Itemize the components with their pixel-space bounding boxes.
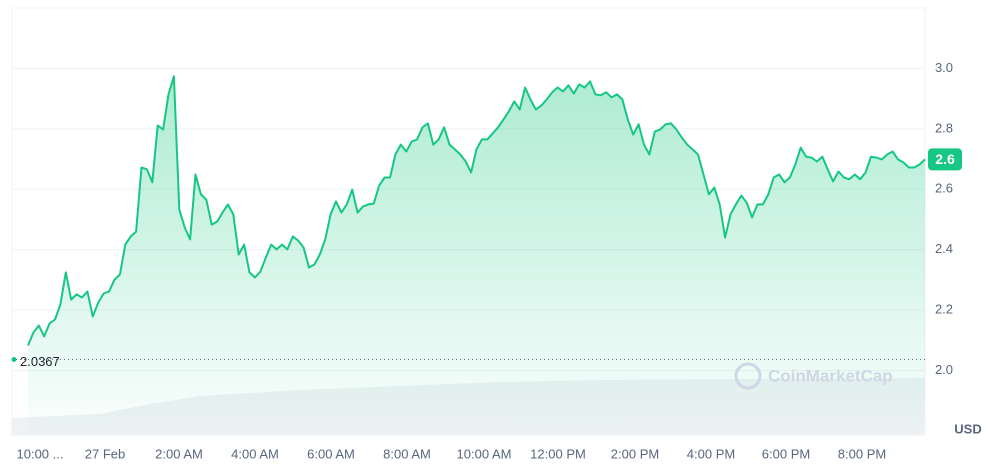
open-price-label: 2.0367 — [20, 354, 60, 369]
y-tick-label: 2.2 — [935, 302, 953, 317]
x-tick-label: 10:00 ... — [17, 446, 64, 461]
y-tick-label: 3.0 — [935, 60, 953, 75]
open-price-dot — [11, 356, 17, 362]
x-tick-label: 12:00 PM — [530, 446, 586, 461]
y-tick-label: 2.6 — [935, 181, 953, 196]
current-price-badge — [928, 148, 962, 171]
y-tick-label: 2.8 — [935, 120, 953, 135]
x-tick-label: 6:00 AM — [307, 446, 355, 461]
x-tick-label: 2:00 PM — [611, 446, 659, 461]
x-tick-label: 8:00 PM — [838, 446, 886, 461]
y-tick-label: 2.4 — [935, 241, 953, 256]
x-tick-label: 8:00 AM — [383, 446, 431, 461]
watermark: CoinMarketCap — [768, 366, 893, 385]
x-tick-label: 27 Feb — [85, 446, 125, 461]
current-price-label: 2.6 — [935, 151, 955, 167]
x-tick-label: 4:00 AM — [231, 446, 279, 461]
x-tick-label: 6:00 PM — [762, 446, 810, 461]
x-tick-label: 10:00 AM — [457, 446, 512, 461]
currency-label: USD — [954, 421, 981, 436]
price-line — [27, 75, 926, 346]
watermark-logo — [734, 362, 762, 390]
x-tick-label: 2:00 AM — [155, 446, 203, 461]
x-tick-label: 4:00 PM — [687, 446, 735, 461]
y-tick-label: 2.0 — [935, 362, 953, 377]
